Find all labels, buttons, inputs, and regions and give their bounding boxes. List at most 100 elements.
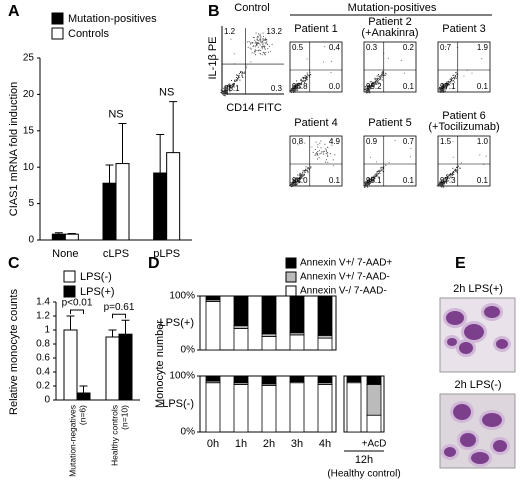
quadrant-percent: 99.2 [366, 82, 382, 91]
event-dot [441, 181, 443, 183]
event-dot [370, 86, 372, 88]
event-dot [256, 41, 258, 43]
event-dot [300, 177, 302, 179]
event-dot [291, 88, 293, 90]
event-dot [441, 91, 443, 93]
quadrant-percent: 97.3 [440, 176, 456, 185]
event-dot [370, 87, 372, 89]
quadrant-percent: 98.1 [366, 176, 382, 185]
event-dot [449, 177, 450, 179]
event-dot [232, 83, 234, 85]
event-dot [293, 185, 295, 186]
event-dot [310, 167, 312, 169]
event-dot [259, 34, 261, 36]
event-dot [365, 183, 367, 185]
bar-segment [289, 295, 305, 334]
event-dot [371, 84, 373, 86]
event-dot [291, 88, 293, 90]
event-dot [446, 182, 448, 184]
event-dot [250, 61, 252, 63]
event-dot [471, 72, 473, 74]
event-dot [381, 73, 383, 75]
event-dot [323, 153, 325, 155]
cell-nucleus [496, 339, 508, 349]
event-dot [234, 82, 235, 84]
event-dot [314, 149, 316, 150]
event-dot [368, 88, 370, 90]
event-dot [363, 182, 365, 184]
event-dot [365, 90, 367, 92]
event-dot [441, 181, 443, 183]
event-dot [223, 92, 225, 94]
event-dot [439, 180, 441, 182]
quadrant-percent: 85.1 [224, 84, 240, 93]
event-dot [380, 169, 382, 171]
event-dot [445, 84, 447, 86]
event-dot [298, 174, 300, 176]
event-dot [236, 76, 237, 78]
event-dot [441, 186, 443, 188]
event-dot [455, 78, 457, 79]
cell-nucleus [460, 433, 476, 447]
event-dot [241, 75, 243, 77]
x-tick-label: 3h [291, 438, 303, 450]
event-dot [445, 88, 447, 90]
event-dot [443, 87, 445, 89]
event-dot [224, 92, 226, 94]
event-dot [222, 90, 224, 92]
event-dot [290, 182, 292, 184]
event-dot [235, 80, 237, 82]
event-dot [223, 91, 225, 93]
bar-segment [261, 385, 277, 433]
event-dot [223, 90, 225, 92]
event-dot [294, 179, 296, 181]
y-tick-label: 1.2 [36, 311, 50, 322]
event-dot [370, 88, 372, 90]
event-dot [293, 179, 294, 180]
event-dot [225, 85, 227, 87]
event-dot [454, 170, 456, 171]
event-dot [225, 91, 226, 93]
event-dot [446, 179, 448, 180]
event-dot [265, 39, 267, 40]
event-dot [327, 162, 329, 163]
event-dot [378, 173, 379, 175]
event-dot [375, 175, 377, 177]
event-dot [333, 49, 335, 51]
cell-nucleus [444, 447, 456, 457]
event-dot [366, 185, 368, 187]
y-tick-label: 0.8 [36, 339, 50, 350]
event-dot [364, 185, 366, 187]
event-dot [364, 88, 366, 90]
event-dot [304, 82, 305, 84]
event-dot [327, 152, 329, 153]
event-dot [441, 181, 442, 183]
event-dot [388, 162, 390, 164]
event-dot [295, 181, 297, 183]
event-dot [373, 176, 374, 178]
y-tick-label: 0.6 [36, 353, 50, 364]
event-dot [455, 170, 457, 172]
event-dot [236, 79, 238, 81]
event-dot [306, 58, 308, 60]
event-dot [233, 84, 235, 86]
event-dot [452, 171, 454, 173]
y-tick-label: 1.4 [36, 297, 50, 308]
quadrant-percent: 0.3 [271, 84, 283, 93]
event-dot [296, 181, 298, 182]
event-dot [225, 88, 227, 89]
event-dot [378, 169, 380, 171]
plot-frame [343, 375, 385, 433]
event-dot [367, 180, 369, 182]
event-dot [294, 185, 296, 186]
event-dot [372, 82, 374, 84]
event-dot [445, 88, 447, 90]
event-dot [441, 182, 443, 184]
event-dot [295, 85, 297, 87]
event-dot [455, 170, 457, 171]
event-dot [458, 165, 459, 167]
event-dot [444, 177, 446, 179]
event-dot [296, 178, 298, 180]
event-dot [301, 80, 303, 82]
event-dot [248, 41, 250, 43]
